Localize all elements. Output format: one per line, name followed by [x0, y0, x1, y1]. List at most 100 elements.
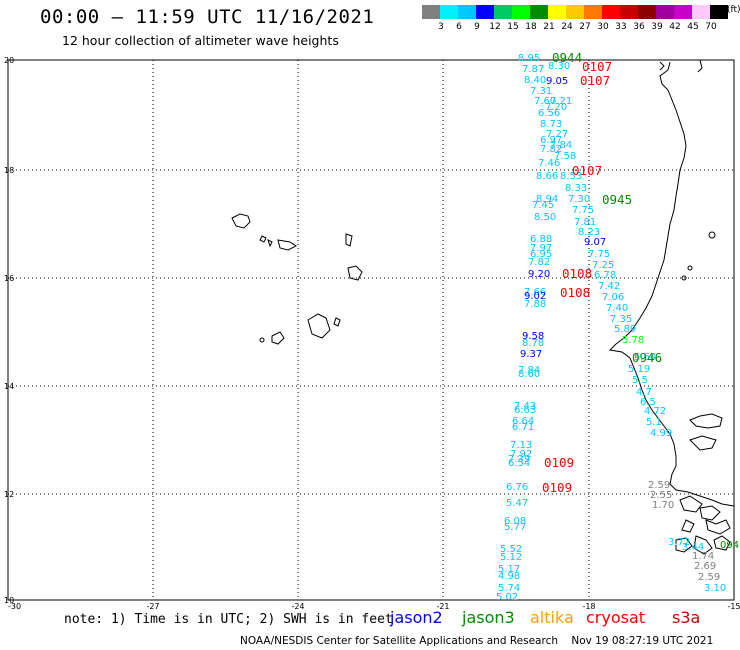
wave-height-value: 2.59: [698, 572, 720, 583]
wave-height-value: 7.84: [550, 140, 572, 151]
scale-label: 3: [438, 22, 444, 32]
x-tick-label: -18: [582, 602, 595, 611]
legend-entry-s3a: s3a: [672, 608, 701, 627]
wave-height-value: 6.08: [504, 516, 526, 527]
plot-frame: [7, 59, 735, 601]
pass-time-label: 0107: [580, 73, 610, 88]
scale-label: 18: [525, 22, 537, 32]
scale-swatch: [692, 5, 710, 19]
wave-height-value: 6.95: [530, 249, 552, 260]
legend-entry-altika: altika: [530, 608, 574, 627]
wave-height-labels: 8.958.307.878.40 9.057.317.607.217.206.56…: [496, 53, 740, 603]
color-scale-swatches: [422, 5, 728, 19]
wave-height-value: 7.75: [588, 249, 610, 260]
wave-height-value: 5.5: [632, 375, 648, 386]
wave-height-value: 9.05: [546, 76, 568, 87]
scale-swatch: [440, 5, 458, 19]
wave-height-value: 3.72: [668, 537, 690, 548]
wave-height-value: 3.44: [682, 542, 704, 553]
scale-swatch: [422, 5, 440, 19]
legend-entry-cryosat: cryosat: [586, 608, 646, 627]
scale-swatch: [494, 5, 512, 19]
wave-height-value: 5.89: [614, 324, 636, 335]
wave-height-value: 5.47: [506, 498, 528, 509]
wave-height-value: 6.71: [512, 422, 534, 433]
wave-height-value: 7.82: [540, 144, 562, 155]
wave-height-value: 8.33: [565, 183, 587, 194]
y-tick-label: 10: [4, 596, 14, 605]
pass-time-label: 0944: [552, 50, 582, 65]
wave-height-value: 8.60: [518, 369, 540, 380]
y-tick-label: 20: [4, 56, 14, 65]
wave-height-value: 7.46: [538, 158, 560, 169]
wave-height-value: 9.37: [520, 349, 542, 360]
cape-verde-islands: [231, 213, 363, 345]
wave-height-value: 7.43: [514, 401, 536, 412]
scale-label: 42: [669, 22, 681, 32]
scale-label: 39: [651, 22, 663, 32]
x-tick-label: -21: [436, 602, 449, 611]
wave-height-value: 7.21: [550, 96, 572, 107]
footnote: note: 1) Time is in UTC; 2) SWH is in fe…: [64, 612, 393, 627]
scale-swatch: [584, 5, 602, 19]
grid: [8, 60, 734, 600]
wave-height-value: 8.78: [522, 338, 544, 349]
wave-height-value: 6.56: [538, 108, 560, 119]
color-scale: 3 6 9 12 15 18 21 24 27 30 33 36 39 42 45 70 (ft): [422, 5, 740, 32]
wave-height-value: 7.88: [524, 299, 546, 310]
wave-height-value: 9.07: [584, 237, 606, 248]
scale-swatch: [710, 5, 728, 19]
wave-height-value: 4.72: [644, 406, 666, 417]
map-title: 00:00 – 11:59 UTC 11/16/2021: [40, 6, 375, 28]
wave-height-value: 2.59: [648, 480, 670, 491]
wave-height-value: 2.55: [650, 490, 672, 501]
scale-label: 12: [489, 22, 501, 32]
wave-height-value: 7.60: [534, 96, 556, 107]
y-tick-label: 12: [4, 490, 14, 499]
scale-swatch: [674, 5, 692, 19]
scale-label: 45: [687, 22, 699, 32]
wave-height-value: 7.30: [568, 194, 590, 205]
pass-time-label: 0107: [572, 163, 602, 178]
wave-height-value: 7.20: [545, 102, 567, 113]
wave-height-value: 6.54: [508, 458, 530, 469]
wave-height-value: 8.23: [578, 227, 600, 238]
pass-time-label: 0108: [562, 266, 592, 281]
wave-height-value: 7.66: [524, 287, 546, 298]
wave-height-value: 7.75: [572, 205, 594, 216]
wave-height-value: 7.92: [510, 449, 532, 460]
scale-label: 6: [456, 22, 462, 32]
wave-height-value: 6.88: [530, 234, 552, 245]
scale-label: 70: [705, 22, 717, 32]
wave-height-value: 7.45: [532, 200, 554, 211]
x-tick-label: -15: [727, 602, 740, 611]
scale-label: 27: [579, 22, 591, 32]
wave-height-value: 6.63: [514, 405, 536, 416]
wave-height-value: 7.35: [610, 314, 632, 325]
pass-time-label: 0946: [632, 350, 662, 365]
x-tick-label: -27: [146, 602, 159, 611]
pass-time-label: 0108: [560, 285, 590, 300]
y-tick-label: 18: [4, 166, 14, 175]
scale-label: 36: [633, 22, 645, 32]
scale-label: 30: [597, 22, 609, 32]
wave-height-value: 5.02: [496, 592, 518, 603]
wave-height-value: 4.98: [498, 571, 520, 582]
wave-height-value: 7.13: [510, 440, 532, 451]
wave-height-value: 5.78: [622, 335, 644, 346]
wave-height-value: 7.40: [606, 303, 628, 314]
wave-height-value: 3.10: [704, 583, 726, 594]
pass-time-label: 0945: [602, 192, 632, 207]
wave-height-value: 6.76: [506, 482, 528, 493]
pass-time-label: 0109: [544, 455, 574, 470]
wave-height-value: 7.81: [574, 217, 596, 228]
wave-height-value: 5.74: [498, 583, 520, 594]
wave-height-value: 7.84: [518, 365, 540, 376]
scale-swatch: [620, 5, 638, 19]
wave-height-value: 9.58: [522, 331, 544, 342]
legend-entry-jason2: jason2: [390, 608, 443, 627]
wave-height-value: 8.53: [560, 171, 582, 182]
scale-label: 33: [615, 22, 627, 32]
wave-height-value: 9.20: [528, 269, 550, 280]
